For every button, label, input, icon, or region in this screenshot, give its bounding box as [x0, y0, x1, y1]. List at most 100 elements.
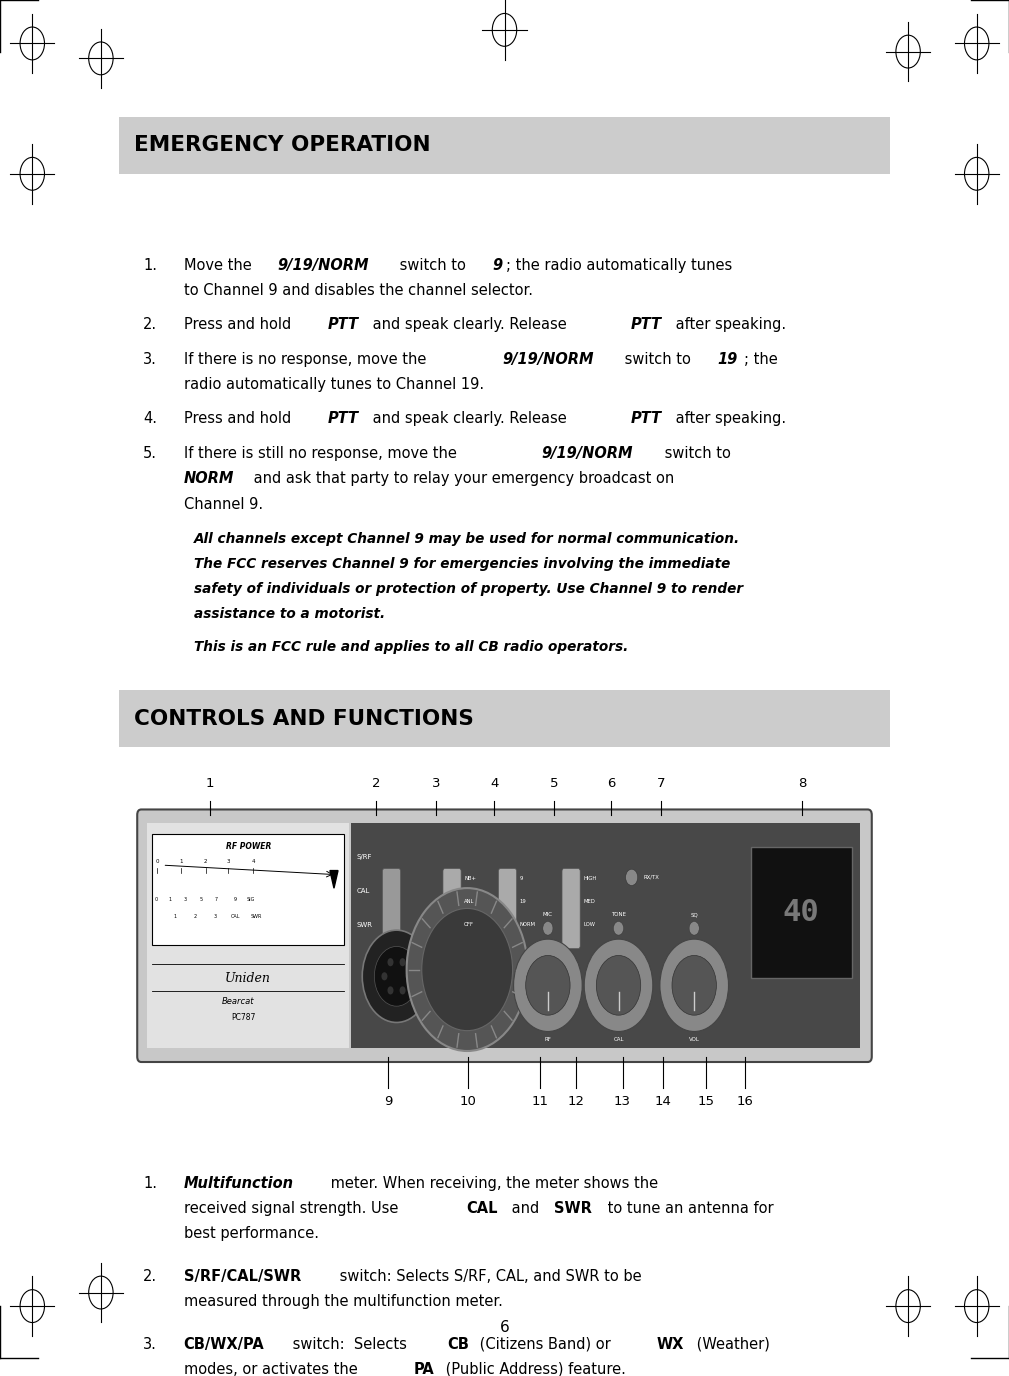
Text: EMERGENCY OPERATION: EMERGENCY OPERATION — [134, 135, 431, 155]
Text: Bearcat: Bearcat — [222, 996, 254, 1006]
Text: switch:  Selects: switch: Selects — [288, 1337, 412, 1351]
Text: 16: 16 — [737, 1094, 753, 1108]
Text: 19: 19 — [520, 900, 527, 904]
Text: CB/WX/PA: CB/WX/PA — [184, 1337, 264, 1351]
Text: 4: 4 — [490, 777, 498, 790]
Text: 9: 9 — [234, 897, 236, 901]
Text: best performance.: best performance. — [184, 1226, 319, 1241]
Text: 14: 14 — [655, 1094, 671, 1108]
Text: SWR: SWR — [356, 922, 372, 927]
Text: CAL: CAL — [466, 1201, 497, 1216]
Text: 5: 5 — [550, 777, 558, 790]
Text: 3: 3 — [184, 897, 188, 901]
Circle shape — [526, 955, 570, 1015]
Text: PA: PA — [414, 1362, 435, 1376]
Text: to tune an antenna for: to tune an antenna for — [603, 1201, 774, 1216]
Text: 19: 19 — [717, 352, 738, 367]
Circle shape — [406, 973, 412, 980]
Text: 9/19/NORM: 9/19/NORM — [502, 352, 594, 367]
Circle shape — [660, 940, 728, 1032]
Text: S/RF: S/RF — [356, 854, 371, 860]
Circle shape — [400, 958, 406, 966]
Circle shape — [387, 987, 394, 995]
Text: PTT: PTT — [631, 316, 662, 332]
Text: switch: Selects S/RF, CAL, and SWR to be: switch: Selects S/RF, CAL, and SWR to be — [335, 1269, 642, 1284]
Text: after speaking.: after speaking. — [671, 316, 786, 332]
Bar — [152, 834, 344, 945]
Text: HIGH: HIGH — [583, 877, 596, 881]
Text: S/RF/CAL/SWR: S/RF/CAL/SWR — [184, 1269, 301, 1284]
Text: LOW: LOW — [583, 922, 595, 927]
Text: Uniden: Uniden — [225, 973, 271, 985]
Text: If there is still no response, move the: If there is still no response, move the — [184, 446, 461, 461]
Text: and speak clearly. Release: and speak clearly. Release — [368, 411, 571, 427]
Text: meter. When receiving, the meter shows the: meter. When receiving, the meter shows t… — [326, 1176, 658, 1192]
Text: 7: 7 — [214, 897, 218, 901]
Bar — [119, 689, 890, 747]
Circle shape — [626, 870, 638, 886]
Text: CAL: CAL — [613, 1038, 624, 1042]
Text: 9: 9 — [492, 257, 502, 272]
Text: VOL: VOL — [689, 1038, 699, 1042]
Text: RF: RF — [545, 1038, 551, 1042]
Text: 1: 1 — [206, 777, 214, 790]
Text: to Channel 9 and disables the channel selector.: to Channel 9 and disables the channel se… — [184, 283, 533, 299]
Text: This is an FCC rule and applies to all CB radio operators.: This is an FCC rule and applies to all C… — [194, 640, 628, 654]
Text: CAL: CAL — [356, 888, 369, 894]
Circle shape — [584, 940, 653, 1032]
Text: Press and hold: Press and hold — [184, 316, 296, 332]
Polygon shape — [330, 871, 338, 889]
Text: 4: 4 — [251, 859, 255, 864]
Text: 6: 6 — [607, 777, 615, 790]
Text: 15: 15 — [698, 1094, 714, 1108]
Text: safety of individuals or protection of property. Use Channel 9 to render: safety of individuals or protection of p… — [194, 582, 743, 596]
Text: NB+: NB+ — [464, 877, 476, 881]
Text: (Weather): (Weather) — [692, 1337, 770, 1351]
Text: CB: CB — [447, 1337, 469, 1351]
Text: 4.: 4. — [143, 411, 157, 427]
Text: CAL: CAL — [230, 914, 240, 919]
Text: ; the: ; the — [744, 352, 778, 367]
Text: If there is no response, move the: If there is no response, move the — [184, 352, 431, 367]
Text: Multifunction: Multifunction — [184, 1176, 294, 1192]
Text: OFF: OFF — [464, 922, 474, 927]
Text: received signal strength. Use: received signal strength. Use — [184, 1201, 403, 1216]
Text: TONE: TONE — [611, 912, 626, 918]
Text: switch to: switch to — [621, 352, 696, 367]
Text: 5: 5 — [199, 897, 203, 901]
Text: 3.: 3. — [143, 352, 157, 367]
Circle shape — [613, 922, 624, 936]
FancyBboxPatch shape — [382, 868, 401, 948]
Text: 1.: 1. — [143, 1176, 157, 1192]
Text: 5.: 5. — [143, 446, 157, 461]
Text: (Public Address) feature.: (Public Address) feature. — [441, 1362, 626, 1376]
Text: 9/19/NORM: 9/19/NORM — [277, 257, 368, 272]
Text: 0: 0 — [154, 897, 158, 901]
Bar — [147, 823, 349, 1049]
Text: 3: 3 — [213, 914, 217, 919]
Text: Channel 9.: Channel 9. — [184, 497, 262, 512]
Text: ANL: ANL — [464, 900, 474, 904]
Text: All channels except Channel 9 may be used for normal communication.: All channels except Channel 9 may be use… — [194, 531, 740, 546]
Bar — [351, 823, 860, 1049]
Text: 10: 10 — [460, 1094, 476, 1108]
Text: 2: 2 — [372, 777, 380, 790]
Text: 2.: 2. — [143, 316, 157, 332]
Text: 8: 8 — [798, 777, 806, 790]
Text: SWR: SWR — [250, 914, 262, 919]
Circle shape — [400, 987, 406, 995]
Circle shape — [514, 940, 582, 1032]
Text: 11: 11 — [532, 1094, 548, 1108]
Circle shape — [689, 922, 699, 936]
Circle shape — [362, 930, 431, 1022]
Text: assistance to a motorist.: assistance to a motorist. — [194, 607, 384, 621]
Text: modes, or activates the: modes, or activates the — [184, 1362, 362, 1376]
Text: 1.: 1. — [143, 257, 157, 272]
Text: 2: 2 — [193, 914, 197, 919]
Circle shape — [422, 908, 513, 1031]
Text: 2.: 2. — [143, 1269, 157, 1284]
Circle shape — [543, 922, 553, 936]
Text: 3: 3 — [226, 859, 230, 864]
Bar — [119, 117, 890, 173]
Text: NORM: NORM — [184, 472, 234, 487]
